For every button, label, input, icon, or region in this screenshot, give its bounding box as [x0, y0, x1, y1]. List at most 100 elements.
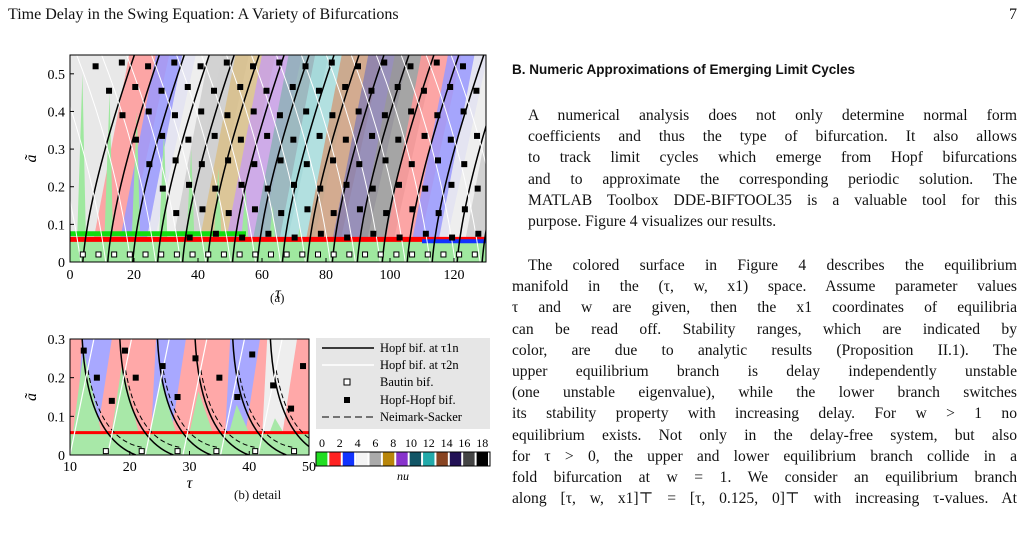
- hopf-curve-2: [70, 339, 95, 455]
- hopf-hopf-marker: [434, 112, 441, 119]
- hopf-hopf-marker: [186, 234, 193, 241]
- hopf-hopf-marker: [329, 112, 336, 119]
- hopf-hopf-marker: [303, 161, 310, 168]
- bautin-marker: [409, 251, 416, 258]
- text-line: τ and w are given, then the x1 coordinat…: [512, 299, 1017, 317]
- hopf-hopf-marker: [302, 63, 309, 70]
- hopf-hopf-marker: [330, 157, 337, 164]
- text-line: A numerical analysis does not only deter…: [528, 107, 1017, 124]
- hopf-curve-2: [182, 339, 208, 455]
- hopf-hopf-marker: [264, 185, 271, 192]
- y-tick-label: 0.5: [48, 68, 66, 83]
- stable-spike: [70, 350, 106, 455]
- hopf-hopf-marker: [356, 161, 363, 168]
- hopf-hopf-marker: [368, 87, 375, 94]
- hopf-hopf-marker: [460, 108, 467, 115]
- neimark-sacker-curve: [275, 369, 309, 439]
- hopf-curve: [232, 339, 287, 455]
- colorbar-tick-label: 10: [405, 436, 417, 450]
- hopf-hopf-marker: [474, 185, 481, 192]
- stable-spike: [239, 186, 250, 262]
- stable-spike: [158, 130, 168, 262]
- bautin-marker: [173, 251, 180, 258]
- hopf-curve: [256, 55, 310, 262]
- hopf-hopf-marker: [300, 363, 307, 370]
- legend-hh-label: Hopf-Hopf bif.: [380, 393, 456, 407]
- colorbar-separator: [447, 452, 450, 466]
- colorbar-cell: [316, 452, 330, 466]
- hopf-hopf-marker: [186, 181, 193, 188]
- text-line: fold bifurcation at w = 1. We consider a…: [512, 469, 1017, 487]
- hopf-hopf-marker: [344, 234, 351, 241]
- x-tick-label: 10: [63, 460, 77, 475]
- hopf-hopf-marker: [172, 157, 179, 164]
- bautin-marker: [471, 251, 478, 258]
- hopf-hopf-marker: [108, 397, 115, 404]
- colorbar-cell: [436, 452, 450, 466]
- hopf-hopf-marker: [185, 136, 192, 143]
- hopf-hopf-marker: [369, 185, 376, 192]
- hopf-curve: [406, 55, 460, 262]
- x-tick-label: 40: [242, 460, 256, 475]
- colorbar-cell: [423, 452, 437, 466]
- colorbar-tick-label: 14: [441, 436, 453, 450]
- hopf-hopf-marker: [159, 132, 166, 139]
- x-tick-label: 20: [127, 268, 141, 283]
- y-tick-label: 0: [58, 449, 65, 464]
- hopf-curve-2: [101, 55, 157, 262]
- hopf-hopf-marker: [356, 206, 363, 213]
- colorbar-separator: [354, 452, 357, 466]
- bautin-marker: [315, 251, 321, 258]
- hopf-hopf-marker: [198, 108, 205, 115]
- hopf-hopf-marker: [171, 112, 178, 119]
- hopf-hopf-marker: [199, 206, 206, 213]
- hopf-hopf-marker: [132, 136, 139, 143]
- hopf-hopf-marker: [317, 230, 324, 237]
- hopf-hopf-marker: [174, 394, 181, 400]
- x-tick-label: 0: [67, 268, 74, 283]
- hopf-hopf-marker: [449, 234, 456, 241]
- colorbar-separator: [340, 452, 343, 466]
- text-line: manifold in the (τ, w, x1) space. Assume…: [512, 278, 1017, 296]
- hopf-curve-2: [257, 339, 283, 455]
- colorbar-separator: [421, 452, 424, 466]
- hopf-hopf-marker: [278, 210, 285, 217]
- hopf-hopf-marker: [224, 112, 231, 119]
- hopf-hopf-marker: [92, 63, 99, 70]
- colorbar-separator: [461, 452, 464, 466]
- bautin-marker: [362, 251, 369, 258]
- neimark-sacker-curve: [238, 369, 293, 448]
- colorbar-tick-label: 8: [390, 436, 396, 450]
- hopf-hopf-marker: [420, 87, 427, 94]
- bautin-marker: [393, 251, 400, 258]
- legend-bautin-marker: [343, 378, 351, 386]
- hopf-hopf-marker: [316, 132, 323, 139]
- hopf-curve: [181, 55, 236, 262]
- bautin-marker: [102, 448, 109, 455]
- x-tick-label: 120: [444, 268, 465, 283]
- running-header: Time Delay in the Swing Equation: A Vari…: [8, 6, 399, 23]
- text-line: along [τ, w, x1]⊤ = [τ, 0.125, 0]⊤ with …: [512, 490, 1017, 508]
- hopf-hopf-marker: [422, 230, 429, 237]
- hopf-curve-2: [70, 198, 82, 262]
- hopf-curve-2: [126, 55, 182, 262]
- colorbar-frame: [315, 451, 491, 467]
- hopf-hopf-marker: [276, 59, 283, 66]
- hopf-hopf-marker: [118, 59, 125, 66]
- hopf-hopf-marker: [249, 351, 256, 358]
- bautin-marker: [95, 251, 102, 258]
- neimark-sacker-curve: [87, 369, 142, 448]
- hopf-hopf-marker: [422, 185, 429, 192]
- bautin-marker: [291, 448, 298, 455]
- hopf-hopf-marker: [317, 185, 324, 192]
- bautin-marker: [205, 251, 212, 258]
- y-tick-label: 0.1: [48, 218, 66, 233]
- hopf-hopf-marker: [355, 108, 362, 115]
- hopf-hopf-marker: [223, 59, 230, 66]
- hopf-hopf-marker: [121, 347, 128, 354]
- hopf-hopf-marker: [395, 136, 402, 143]
- text-line: The colored surface in Figure 4 describe…: [528, 257, 1017, 274]
- colorbar-cell: [329, 452, 343, 466]
- colorbar-cell: [356, 452, 370, 466]
- text-line: to track limit cycles which emerge from …: [528, 149, 1017, 167]
